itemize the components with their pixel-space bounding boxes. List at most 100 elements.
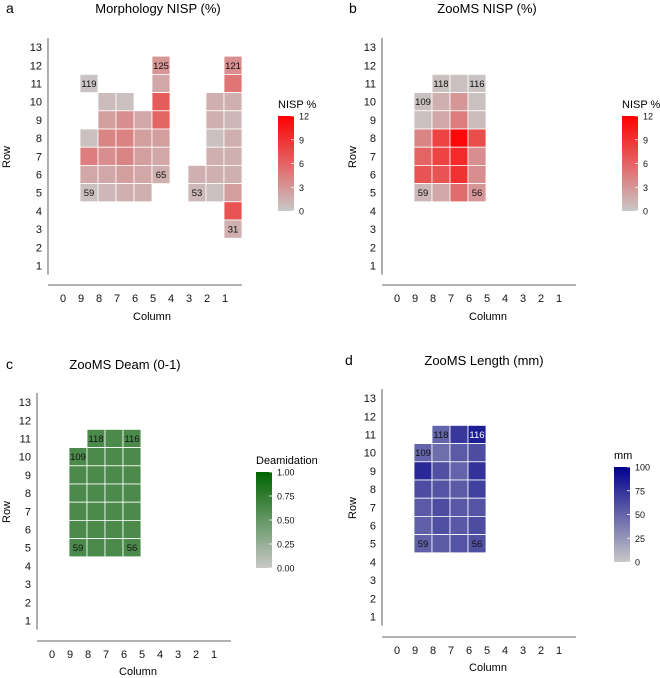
y-tick-label: 12 bbox=[364, 60, 376, 72]
heatmap-cell bbox=[449, 164, 469, 184]
y-tick-label: 7 bbox=[25, 506, 31, 518]
cell-count-label: 109 bbox=[70, 452, 86, 463]
y-tick-label: 2 bbox=[36, 242, 42, 254]
x-tick-label: 4 bbox=[157, 649, 163, 661]
y-tick-label: 6 bbox=[370, 170, 376, 182]
heatmap-cell bbox=[413, 479, 433, 499]
x-tick-label: 7 bbox=[448, 645, 454, 657]
heatmap-cell bbox=[413, 461, 433, 481]
heatmap-cell bbox=[449, 110, 469, 130]
color-legend: 1.00 0.75 0.50 0.25 0.00 bbox=[256, 468, 295, 574]
heatmap-cell bbox=[104, 520, 124, 540]
color-legend: 12 9 6 3 0 bbox=[622, 112, 653, 217]
cell-count-label: 118 bbox=[88, 434, 103, 445]
heatmap-cell bbox=[467, 497, 487, 517]
heatmap-cell bbox=[431, 110, 451, 130]
heatmap-cell bbox=[413, 110, 433, 130]
y-tick-label: 8 bbox=[36, 133, 42, 145]
heatmap-cell bbox=[133, 146, 153, 166]
y-tick-label: 7 bbox=[370, 151, 376, 163]
heatmap-cell bbox=[79, 146, 99, 166]
y-tick-label: 6 bbox=[36, 170, 42, 182]
y-tick-label: 5 bbox=[370, 539, 376, 551]
heatmap-cell bbox=[223, 128, 243, 148]
heatmap-cell bbox=[133, 164, 153, 184]
x-axis-label: Column bbox=[119, 666, 157, 678]
x-tick-label: 7 bbox=[448, 293, 454, 305]
heatmap-cell bbox=[449, 497, 469, 517]
heatmap-cell bbox=[223, 164, 243, 184]
heatmap-cell bbox=[68, 483, 88, 503]
heatmap-cell bbox=[467, 516, 487, 536]
heatmap-cell bbox=[97, 164, 117, 184]
legend-tick-label: 100 bbox=[635, 463, 650, 473]
x-tick-label: 2 bbox=[538, 293, 544, 305]
heatmap-cell bbox=[467, 534, 487, 554]
color-legend: 100 75 50 25 0 bbox=[614, 463, 650, 568]
heatmap-cell bbox=[223, 110, 243, 130]
heatmap-cell bbox=[104, 538, 124, 558]
cell-count-label: 116 bbox=[124, 434, 139, 445]
heatmap-cell bbox=[97, 92, 117, 112]
x-tick-label: 1 bbox=[556, 293, 562, 305]
heatmap-cell bbox=[205, 92, 225, 112]
heatmap-cell bbox=[413, 516, 433, 536]
heatmap-cell bbox=[187, 164, 207, 184]
heatmap-cell bbox=[151, 92, 171, 112]
legend-color-bar bbox=[278, 116, 294, 211]
heatmap-cell bbox=[151, 146, 171, 166]
heatmap-cell bbox=[449, 146, 469, 166]
heatmap-cells: 119 59 125 65 53 121 31 bbox=[79, 55, 243, 239]
legend-tick-label: 1.00 bbox=[277, 468, 295, 478]
heatmap-cell bbox=[151, 110, 171, 130]
heatmap-cell bbox=[122, 483, 142, 503]
legend-tick-label: 3 bbox=[299, 183, 304, 193]
y-tick-label: 10 bbox=[364, 97, 376, 109]
heatmap-cells: 118 116 109 59 56 bbox=[68, 428, 142, 558]
heatmap-cell bbox=[431, 128, 451, 148]
heatmap-cell bbox=[449, 534, 469, 554]
heatmap-cell bbox=[431, 183, 451, 203]
x-tick-label: 6 bbox=[121, 649, 127, 661]
heatmap-cell bbox=[449, 74, 469, 94]
y-axis-label: Row bbox=[347, 497, 359, 519]
x-tick-label: 9 bbox=[67, 649, 73, 661]
heatmap-cell bbox=[431, 461, 451, 481]
y-tick-label: 12 bbox=[30, 60, 42, 72]
heatmap-cell bbox=[467, 183, 487, 203]
y-tick-label: 11 bbox=[31, 79, 42, 91]
y-axis: 13 12 11 10 9 8 7 6 5 4 3 2 1 bbox=[30, 38, 49, 275]
panel-letter: b bbox=[349, 0, 357, 16]
x-tick-label: 8 bbox=[430, 293, 436, 305]
x-axis-label: Column bbox=[469, 311, 507, 323]
y-tick-label: 1 bbox=[25, 616, 31, 628]
y-tick-label: 11 bbox=[365, 430, 376, 442]
legend-title: mm bbox=[614, 450, 632, 462]
heatmap-cell bbox=[467, 92, 487, 112]
heatmap-cell bbox=[97, 183, 117, 203]
heatmap-cell bbox=[115, 92, 135, 112]
y-tick-label: 2 bbox=[25, 597, 31, 609]
heatmap-cell bbox=[86, 520, 106, 540]
x-tick-label: 3 bbox=[520, 293, 526, 305]
heatmap-cell bbox=[449, 128, 469, 148]
panel-letter: a bbox=[6, 0, 14, 16]
x-tick-label: 9 bbox=[412, 293, 418, 305]
legend-tick-label: 50 bbox=[635, 510, 645, 520]
legend-tick-label: 0.75 bbox=[277, 492, 295, 502]
x-tick-label: 2 bbox=[538, 645, 544, 657]
x-tick-label: 6 bbox=[466, 293, 472, 305]
heatmap-cell bbox=[104, 465, 124, 485]
heatmap-cell bbox=[205, 128, 225, 148]
heatmap-cell bbox=[133, 128, 153, 148]
x-tick-label: 4 bbox=[502, 293, 508, 305]
y-tick-label: 2 bbox=[370, 242, 376, 254]
heatmap-cell bbox=[151, 164, 171, 184]
y-tick-label: 1 bbox=[370, 261, 376, 273]
x-tick-label: 1 bbox=[211, 649, 217, 661]
y-tick-label: 3 bbox=[25, 579, 31, 591]
heatmap-cell bbox=[79, 74, 99, 94]
panel-letter: d bbox=[345, 352, 353, 368]
